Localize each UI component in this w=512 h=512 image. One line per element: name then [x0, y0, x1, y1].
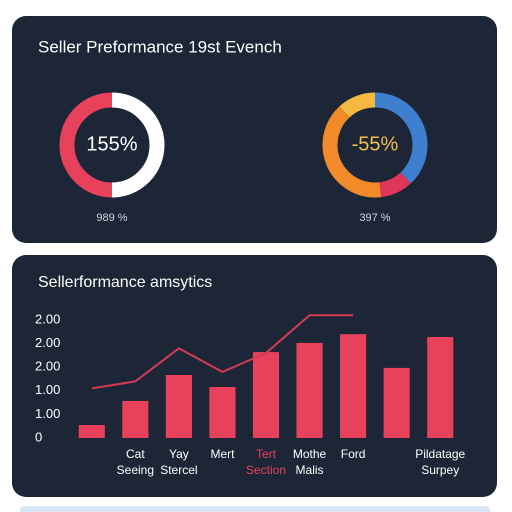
donut-segment [322, 92, 428, 198]
bar [122, 400, 149, 438]
donut-segment [322, 92, 428, 198]
x-tick-label: Seeing [117, 463, 154, 477]
donut-center-label: 155% [86, 133, 137, 155]
donut-caption: 989 % [96, 212, 127, 224]
x-tick-label: Tert [256, 447, 277, 461]
x-tick-label: Mothe [293, 447, 327, 461]
x-tick-label: Malis [296, 463, 324, 477]
panel-edge [20, 506, 490, 512]
x-tick-label: Yay [169, 447, 189, 461]
bar [209, 387, 236, 438]
x-tick-label: Cat [126, 447, 145, 461]
line [91, 314, 354, 390]
panel-title: Sellerformance amsytics [38, 274, 212, 291]
y-tick-label: 1.00 [35, 406, 60, 421]
y-tick-label: 1.00 [35, 382, 60, 397]
y-tick-label: 2.00 [35, 359, 60, 374]
y-tick-label: 2.00 [35, 311, 60, 326]
bar [78, 425, 105, 438]
donut-caption: 397 % [359, 212, 390, 224]
x-tick-label: Stercel [160, 463, 197, 477]
x-tick-label: Mert [210, 447, 235, 461]
panel-title: Seller Preformance 19st Evench [38, 37, 282, 56]
x-tick-label: Ford [341, 447, 366, 461]
bar [252, 352, 280, 438]
bar [296, 342, 323, 438]
bar [427, 336, 454, 438]
donut-center-label: -55% [352, 133, 399, 155]
y-tick-label: 0 [35, 429, 42, 444]
y-tick-label: 2.00 [35, 335, 60, 350]
bar [165, 374, 192, 438]
bar [383, 367, 410, 438]
bar [340, 334, 367, 438]
x-tick-label: Section [246, 463, 286, 477]
x-tick-label: Surpey [421, 463, 459, 477]
x-tick-label: Pildatage [415, 447, 465, 461]
donut-segment [59, 92, 165, 198]
